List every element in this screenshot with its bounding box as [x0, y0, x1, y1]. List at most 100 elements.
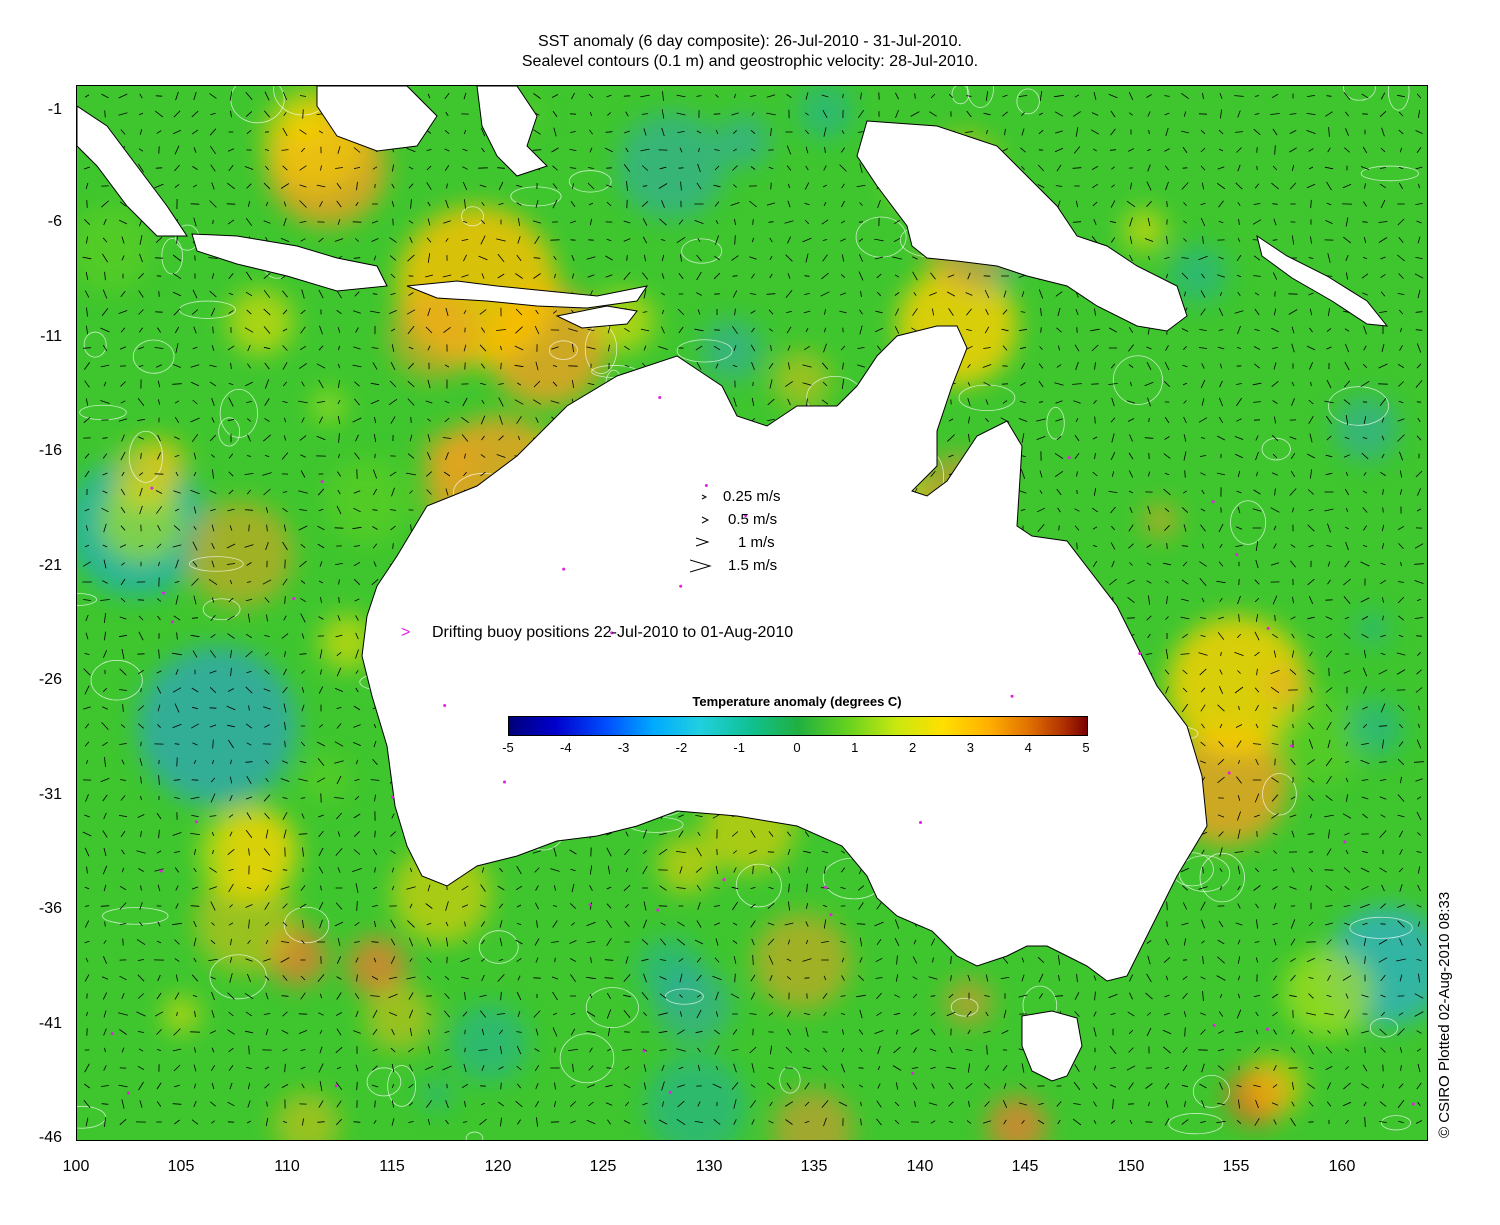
anomaly-patch: [1346, 699, 1404, 757]
buoy-position: [588, 903, 592, 907]
anomaly-patch: [1167, 616, 1307, 756]
buoy-position: [110, 1032, 114, 1036]
buoy-position: [1411, 1102, 1415, 1106]
anomaly-patch: [1169, 245, 1227, 303]
colorbar-tick-label: 4: [1024, 740, 1032, 755]
anomaly-patch: [1272, 692, 1366, 786]
buoy-position: [610, 631, 614, 635]
colorbar-tick-label: 5: [1082, 740, 1090, 755]
anomaly-patch: [700, 319, 763, 382]
sealevel-contour: [283, 906, 330, 944]
sealevel-contour: [128, 430, 163, 483]
anomaly-patch: [1333, 395, 1400, 462]
buoy-position: [823, 885, 827, 889]
sealevel-contour: [1192, 1074, 1230, 1108]
buoy-legend-label: Drifting buoy positions 22-Jul-2010 to 0…: [432, 624, 794, 641]
sealevel-contour: [664, 988, 704, 1005]
arrow-0-5-icon: [701, 516, 710, 524]
australia-landmass: [361, 325, 1208, 982]
anomaly-patch: [388, 290, 479, 381]
sealevel-contour: [1328, 386, 1389, 426]
x-tick-label: 125: [589, 1158, 617, 1175]
anomaly-patch: [219, 810, 297, 888]
buoy-position: [320, 480, 324, 484]
drifting-buoys: [110, 396, 1415, 1106]
anomaly-patch: [421, 1078, 453, 1110]
buoy-position: [1266, 626, 1270, 630]
velocity-legend-label: 0.25 m/s: [723, 488, 781, 505]
velocity-legend-arrows: [690, 494, 712, 573]
colorbar-tick-label: 3: [966, 740, 974, 755]
anomaly-patch: [137, 646, 297, 806]
anomaly-patch: [319, 614, 375, 670]
sealevel-contour: [461, 206, 484, 227]
sealevel-contour: [219, 388, 259, 438]
buoy-position: [292, 597, 296, 601]
anomaly-patch: [645, 1054, 747, 1140]
anomaly-patch: [113, 441, 181, 509]
y-tick-label: -26: [38, 671, 62, 688]
buoy-position: [126, 1091, 130, 1095]
buoy-position: [159, 869, 163, 873]
sealevel-contour: [676, 339, 733, 363]
sealevel-contour: [1199, 852, 1245, 903]
anomaly-patch: [365, 984, 434, 1052]
anomaly-patch: [1243, 1054, 1305, 1116]
anomaly-patch: [987, 1096, 1047, 1140]
y-tick-label: -46: [38, 1129, 62, 1146]
anomaly-patch: [772, 351, 831, 409]
colorbar-tick-label: 1: [851, 740, 859, 755]
y-tick-label: -6: [47, 213, 62, 230]
tasmania: [1021, 1010, 1083, 1082]
x-tick-label: 110: [274, 1158, 300, 1175]
sealevel-contour: [510, 186, 562, 207]
sealevel-contour: [1369, 1017, 1399, 1038]
buoy-position: [1138, 651, 1142, 655]
buoy-position: [1211, 500, 1215, 504]
anomaly-patch: [657, 836, 715, 894]
arrow-1-icon: [695, 537, 710, 547]
anomaly-patch: [944, 978, 993, 1027]
x-tick-label: 105: [167, 1158, 195, 1175]
anomaly-patch: [1122, 208, 1166, 252]
buoy-position: [1266, 1027, 1270, 1031]
anomaly-patch: [617, 111, 726, 220]
x-tick-label: 130: [695, 1158, 723, 1175]
buoy-position: [918, 821, 922, 825]
colorbar-tick-label: 0: [793, 740, 801, 755]
sealevel-contour: [202, 598, 241, 621]
sealevel-contour: [218, 417, 241, 447]
anomaly-patch: [421, 429, 478, 486]
anomaly-patch: [1283, 947, 1374, 1038]
buoy-position: [642, 1049, 646, 1053]
colorbar-tick-label: -5: [502, 740, 514, 755]
colorbar-tick-label: -1: [733, 740, 745, 755]
sealevel-contour: [465, 1131, 484, 1140]
anomaly-patch: [450, 1003, 529, 1082]
anomaly-patch: [312, 390, 345, 423]
velocity-legend-label: 0.5 m/s: [728, 511, 778, 528]
buoy-position: [911, 1071, 915, 1075]
buoy-position: [150, 486, 154, 490]
buoy-position: [503, 780, 506, 784]
anomaly-patch: [654, 966, 732, 1044]
buoy-position: [1227, 771, 1231, 775]
y-tick-label: -41: [38, 1015, 62, 1032]
sealevel-contour: [966, 86, 994, 108]
sealevel-contour: [1349, 916, 1413, 939]
x-tick-label: 145: [1011, 1158, 1039, 1175]
sealevel-contour: [951, 86, 970, 105]
y-tick-label: -11: [40, 328, 62, 345]
buoy-position: [171, 620, 175, 624]
sealevel-contour: [366, 1067, 402, 1097]
sealevel-contour: [559, 1033, 615, 1084]
colorbar: [508, 716, 1088, 736]
y-tick-label: -1: [47, 101, 62, 118]
sealevel-contour: [189, 556, 244, 572]
buoy-position: [829, 913, 833, 917]
arrow-0-25-icon: [701, 494, 708, 500]
x-tick-label: 100: [62, 1158, 90, 1175]
anomaly-patch: [162, 996, 200, 1033]
sealevel-contour: [950, 997, 979, 1017]
buoy-position: [1212, 1023, 1216, 1027]
